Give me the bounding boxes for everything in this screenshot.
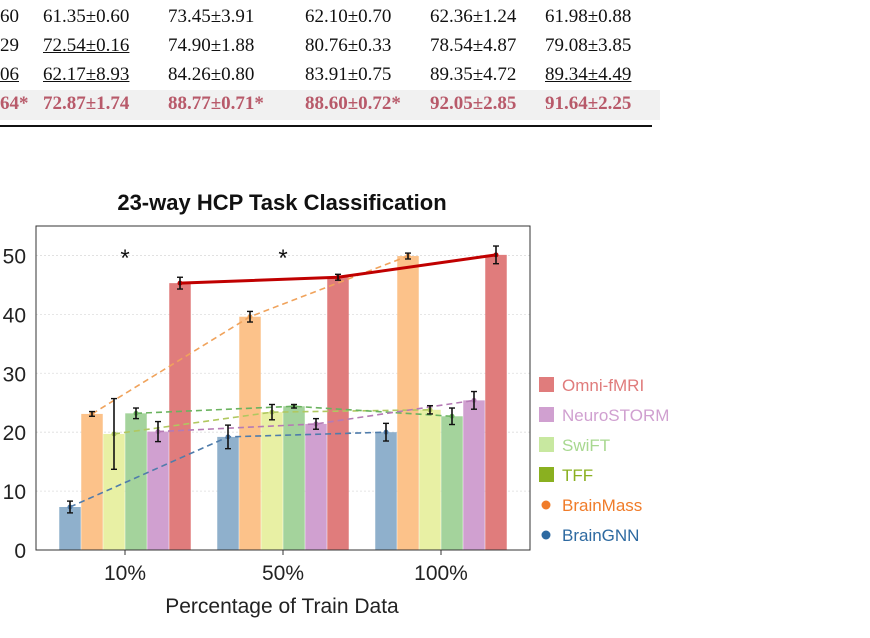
table-cell: 06 bbox=[0, 64, 19, 85]
y-tick-label: 0 bbox=[14, 540, 26, 563]
x-axis-label: Percentage of Train Data bbox=[165, 595, 399, 618]
table-cell: 62.36±1.24 bbox=[430, 6, 517, 27]
bar bbox=[59, 506, 81, 550]
bar bbox=[305, 423, 327, 550]
bar bbox=[103, 433, 125, 550]
table-cell: 29 bbox=[0, 35, 19, 56]
y-tick-label: 20 bbox=[3, 422, 26, 445]
table-bottom-rule bbox=[0, 125, 652, 127]
table-row: 06 62.17±8.93 84.26±0.80 83.91±0.75 89.35±4.… bbox=[0, 64, 660, 92]
legend-swatch bbox=[539, 377, 554, 392]
table-cell: 74.90±1.88 bbox=[168, 35, 255, 56]
table-row: 60 61.35±0.60 73.45±3.91 62.10±0.70 62.36±1.… bbox=[0, 6, 660, 34]
table-cell: 88.77±0.71* bbox=[168, 93, 264, 114]
significance-mark: * bbox=[120, 245, 129, 272]
x-tick-label: 10% bbox=[104, 562, 146, 585]
series-line bbox=[113, 408, 431, 435]
bar bbox=[125, 413, 147, 550]
table-cell: 60 bbox=[0, 6, 19, 27]
bar bbox=[147, 431, 169, 550]
legend-swatch bbox=[539, 467, 554, 482]
legend-label: BrainGNN bbox=[562, 526, 639, 545]
table-cell: 89.34±4.49 bbox=[545, 64, 632, 85]
y-tick-label: 10 bbox=[3, 481, 26, 504]
bar bbox=[283, 406, 305, 550]
series-line bbox=[157, 399, 475, 433]
results-table: 60 61.35±0.60 73.45±3.91 62.10±0.70 62.36±1.… bbox=[0, 0, 660, 140]
significance-mark: * bbox=[278, 245, 287, 272]
bar bbox=[463, 400, 485, 550]
bar bbox=[169, 283, 191, 550]
legend-swatch bbox=[541, 530, 551, 540]
legend-label: TFF bbox=[562, 466, 593, 485]
bar bbox=[217, 436, 239, 550]
table-cell: 61.35±0.60 bbox=[43, 6, 130, 27]
series-line bbox=[135, 405, 453, 418]
bar bbox=[419, 409, 441, 550]
table-cell: 62.17±8.93 bbox=[43, 64, 130, 85]
table-cell: 91.64±2.25 bbox=[545, 93, 632, 114]
table-row: 29 72.54±0.16 74.90±1.88 80.76±0.33 78.54±4.… bbox=[0, 35, 660, 63]
bar bbox=[327, 277, 349, 550]
table-cell: 64* bbox=[0, 93, 29, 114]
table-cell: 80.76±0.33 bbox=[305, 35, 392, 56]
chart-title: 23-way HCP Task Classification bbox=[117, 190, 446, 215]
legend-label: Omni-fMRI bbox=[562, 376, 644, 395]
y-tick-label: 40 bbox=[3, 304, 26, 327]
table-cell: 83.91±0.75 bbox=[305, 64, 392, 85]
table-cell: 61.98±0.88 bbox=[545, 6, 632, 27]
bar bbox=[239, 316, 261, 550]
legend-label: BrainMass bbox=[562, 496, 642, 515]
bar bbox=[441, 416, 463, 550]
table-cell: 84.26±0.80 bbox=[168, 64, 255, 85]
y-tick-label: 30 bbox=[3, 363, 26, 386]
legend-swatch bbox=[539, 407, 554, 422]
table-cell: 72.87±1.74 bbox=[43, 93, 130, 114]
bar bbox=[397, 256, 419, 550]
table-cell: 73.45±3.91 bbox=[168, 6, 255, 27]
legend-label: SwiFT bbox=[562, 436, 610, 455]
table-cell: 89.35±4.72 bbox=[430, 64, 517, 85]
x-tick-label: 50% bbox=[262, 562, 304, 585]
table-cell: 78.54±4.87 bbox=[430, 35, 517, 56]
table-row: 64* 72.87±1.74 88.77±0.71* 88.60±0.72* 92.05… bbox=[0, 90, 660, 120]
bar bbox=[261, 412, 283, 550]
table-cell: 62.10±0.70 bbox=[305, 6, 392, 27]
y-tick-label: 50 bbox=[3, 245, 26, 268]
bar bbox=[81, 413, 103, 550]
x-tick-label: 100% bbox=[414, 562, 468, 585]
legend-label: NeuroSTORM bbox=[562, 406, 669, 425]
table-cell: 72.54±0.16 bbox=[43, 35, 130, 56]
table-cell: 92.05±2.85 bbox=[430, 93, 517, 114]
table-cell: 88.60±0.72* bbox=[305, 93, 401, 114]
legend-swatch bbox=[541, 500, 551, 510]
legend-swatch bbox=[539, 437, 554, 452]
bar bbox=[485, 254, 507, 550]
table-cell: 79.08±3.85 bbox=[545, 35, 632, 56]
bar bbox=[375, 432, 397, 550]
